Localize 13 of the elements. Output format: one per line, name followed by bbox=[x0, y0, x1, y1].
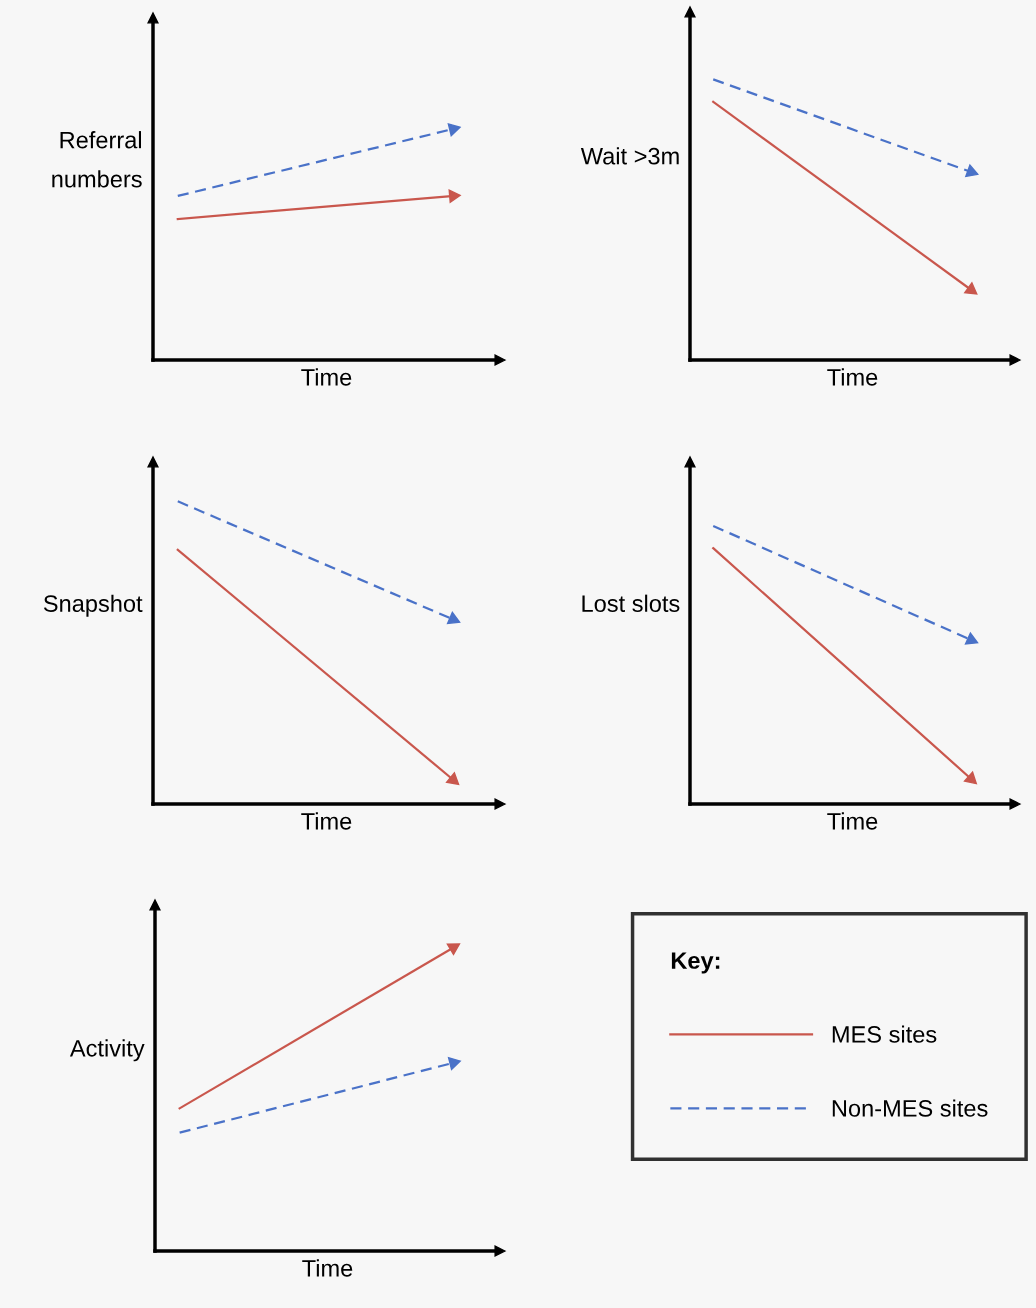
y-axis-title: Wait >3m bbox=[580, 147, 679, 165]
y-axis-title: Snapshot bbox=[43, 594, 143, 617]
x-axis-title: Time bbox=[827, 368, 878, 386]
legend-title: Key: bbox=[671, 952, 720, 974]
x-axis-title: Time bbox=[301, 812, 352, 830]
text: MES sites bbox=[832, 1025, 937, 1043]
text: Non-MES sites bbox=[832, 1099, 988, 1117]
x-axis-title: Time bbox=[302, 1259, 353, 1277]
y-axis-title: Referral numbers bbox=[52, 131, 142, 188]
y-axis-title: Activity bbox=[69, 1039, 145, 1062]
y-axis-title: Lost slots bbox=[582, 594, 680, 612]
x-axis-title: Time bbox=[827, 812, 878, 830]
x-axis-title: Time bbox=[301, 368, 352, 386]
